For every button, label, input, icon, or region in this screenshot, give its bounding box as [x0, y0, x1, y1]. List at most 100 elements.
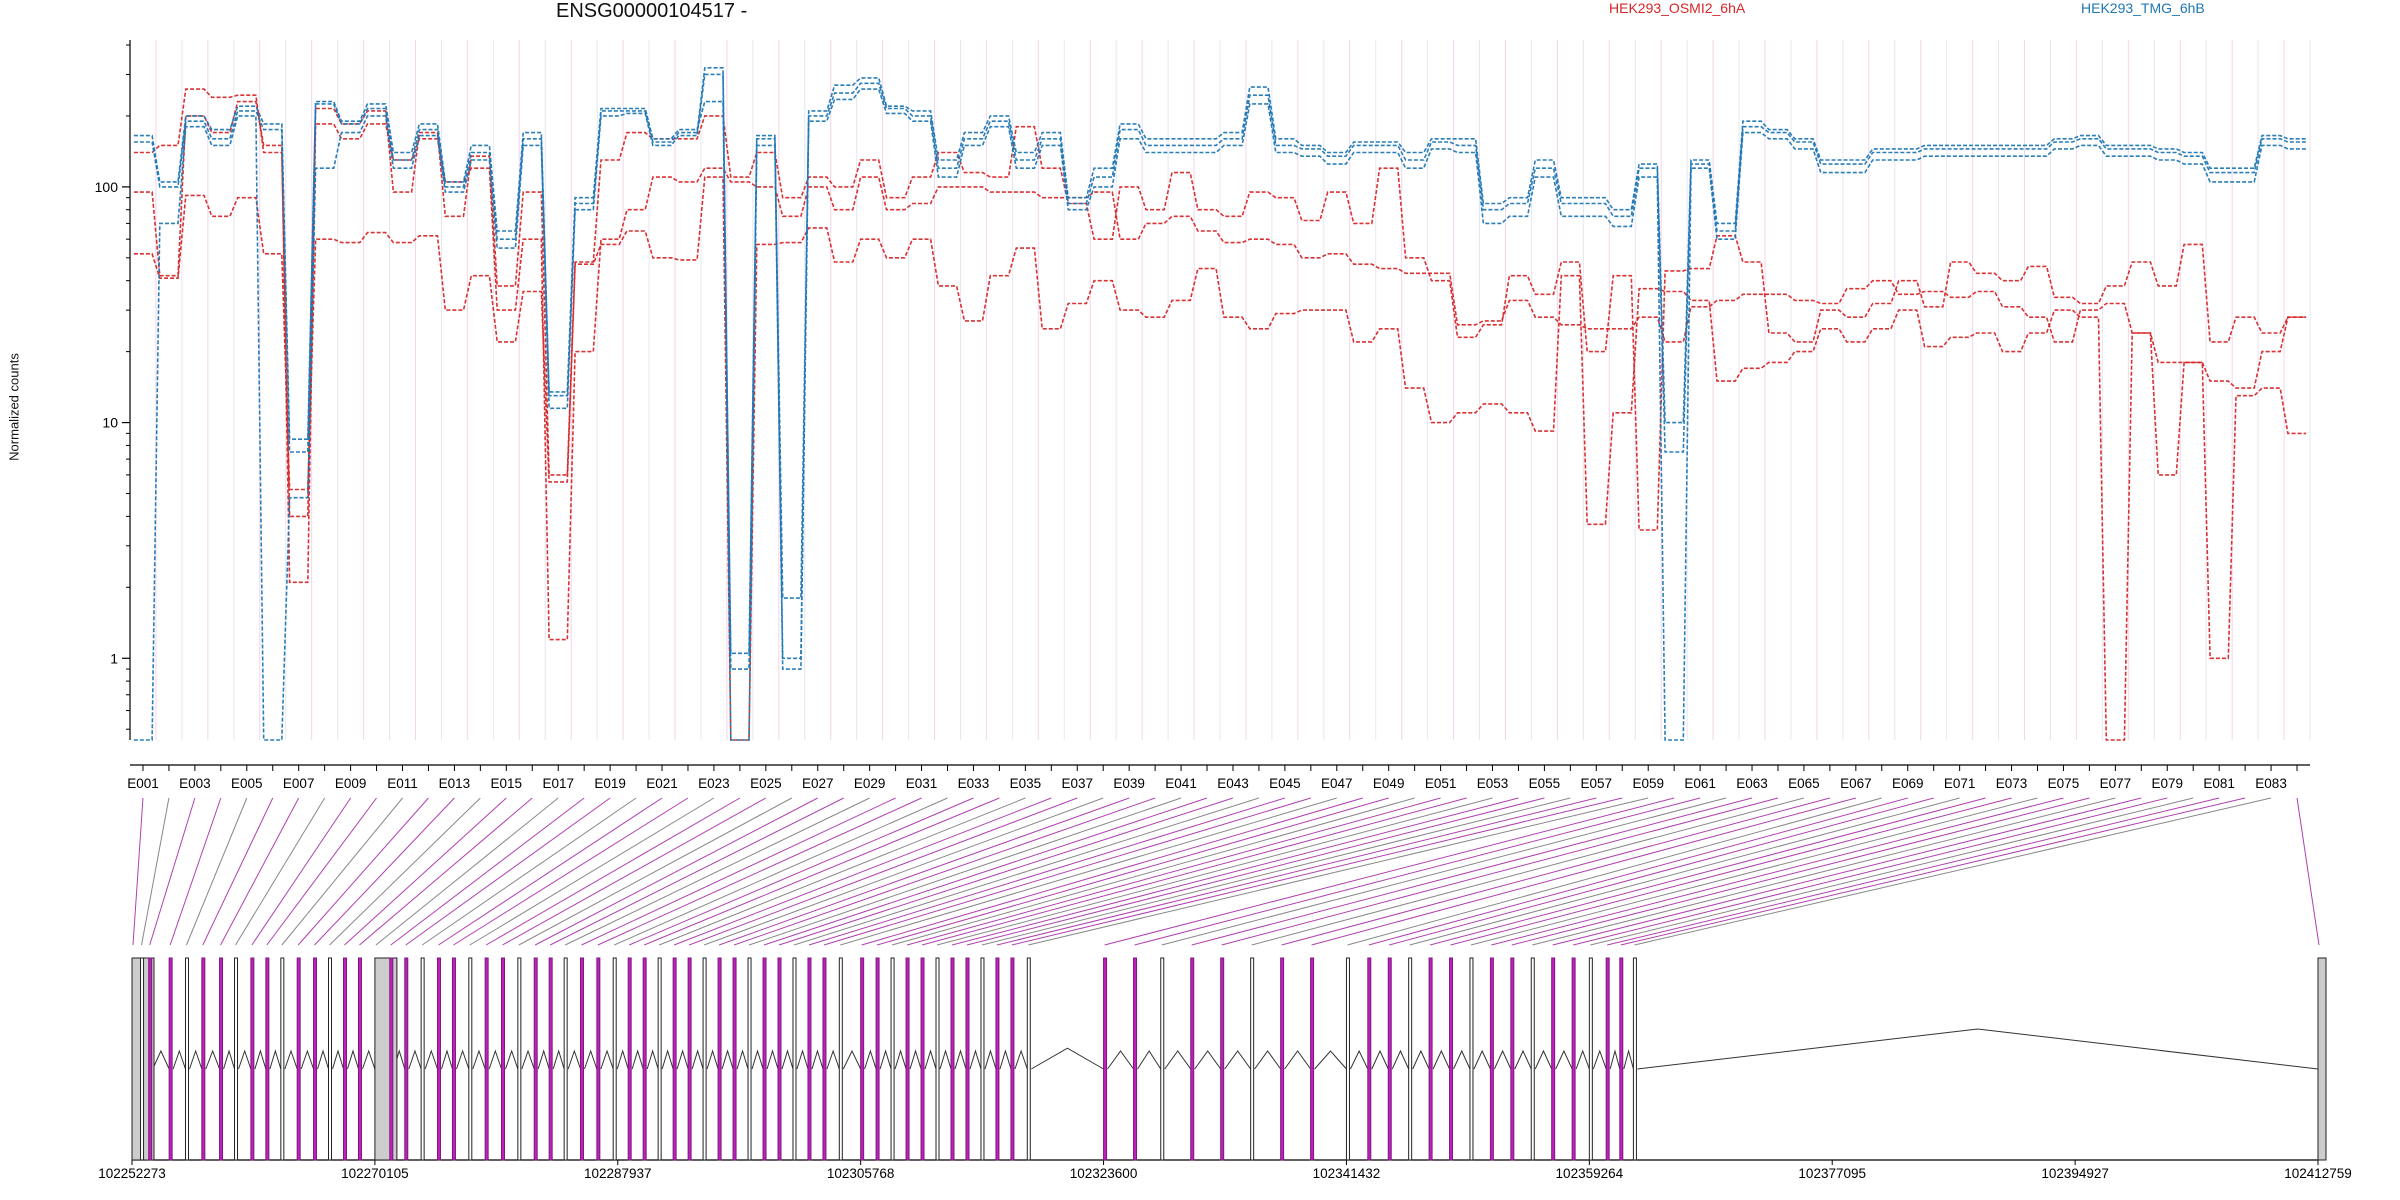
exon-box: [484, 957, 489, 1161]
intron: [909, 1049, 922, 1070]
exon-box: [838, 957, 843, 1161]
exon-connector: [906, 797, 1441, 946]
exon-box: [965, 957, 970, 1161]
exon-connector: [485, 797, 741, 946]
exon-connector: [1620, 797, 2246, 946]
exon-box: [265, 957, 270, 1161]
exon-box: [747, 957, 752, 1161]
series-line: [133, 77, 2307, 660]
exon-box: [563, 957, 568, 1161]
intron: [189, 1049, 203, 1070]
genomic-tick-label: 102359264: [1556, 1166, 1624, 1181]
intron: [616, 1049, 629, 1070]
exon-connector: [1028, 797, 1649, 946]
intron: [1107, 1050, 1134, 1070]
genomic-tick-label: 102377095: [1798, 1166, 1866, 1181]
exon-connector: [840, 797, 1337, 946]
x-tick-label: E069: [1892, 776, 1924, 791]
exon-connector: [344, 797, 507, 946]
intron: [894, 1049, 907, 1070]
exon-box: [342, 957, 347, 1161]
exon-connector: [1368, 797, 1908, 946]
exon-connector: [329, 797, 481, 946]
exon-connector: [793, 797, 1260, 946]
intron: [1592, 1049, 1607, 1070]
exon-box: [468, 957, 473, 1161]
intron: [999, 1049, 1012, 1070]
exon-connector: [748, 797, 1182, 946]
exon-box: [420, 957, 425, 1161]
exon-connector: [1409, 797, 1960, 946]
exon-box: [296, 957, 301, 1161]
exon-connector: [549, 797, 844, 946]
exon-box: [1133, 957, 1138, 1161]
exon-box: [250, 957, 255, 1161]
exon-connector: [981, 797, 1571, 946]
intron: [332, 1049, 344, 1070]
x-tick-label: E037: [1061, 776, 1093, 791]
intron: [811, 1049, 824, 1070]
exon-box: [777, 957, 782, 1161]
x-tick-label: E077: [2100, 776, 2132, 791]
exon-box: [1571, 957, 1576, 1161]
exon-box: [732, 957, 737, 1161]
exon-connector: [314, 797, 455, 946]
x-tick-label: E051: [1425, 776, 1457, 791]
exon-connector: [375, 797, 559, 946]
intron: [1224, 1050, 1252, 1070]
exon-connector: [186, 797, 248, 946]
exon-connector: [861, 797, 1363, 946]
exon-connector: [469, 797, 715, 946]
exon-box: [1026, 957, 1031, 1161]
exon-box: [1367, 957, 1372, 1161]
intron: [1349, 1049, 1369, 1070]
exon-box: [201, 957, 206, 1161]
intron: [796, 1049, 809, 1070]
genomic-tick-label: 102270105: [341, 1166, 409, 1181]
intron: [1555, 1049, 1573, 1070]
exon-box: [219, 957, 224, 1161]
intron: [939, 1049, 952, 1070]
exon-box: [517, 957, 522, 1161]
exon-connector: [996, 797, 1597, 946]
x-tick-label: E003: [179, 776, 211, 791]
exon-connector: [1491, 797, 2064, 946]
genomic-tick-label: 102341432: [1313, 1166, 1381, 1181]
x-tick-label: E083: [2255, 776, 2287, 791]
series-line: [133, 176, 2307, 741]
exon-box: [596, 957, 601, 1161]
x-tick-label: E041: [1165, 776, 1197, 791]
exon-connector: [718, 797, 1130, 946]
x-tick-label: E017: [542, 776, 574, 791]
x-tick-label: E033: [958, 776, 990, 791]
exon-box: [792, 957, 797, 1161]
intron: [879, 1049, 892, 1070]
intron: [584, 1049, 598, 1070]
exon-box: [389, 957, 394, 1161]
exon-box: [657, 957, 662, 1161]
exon-box: [890, 957, 895, 1161]
intron: [300, 1049, 315, 1070]
exon-box: [501, 957, 506, 1161]
exon-box: [234, 957, 239, 1161]
intron: [1164, 1050, 1192, 1070]
exon-connector: [1511, 797, 2090, 946]
intron: [172, 1049, 186, 1070]
exon-connector: [281, 797, 403, 946]
x-tick-label: E057: [1581, 776, 1613, 791]
exon-connector: [966, 797, 1545, 946]
exon-connector: [778, 797, 1234, 946]
exon-connector: [1607, 797, 2220, 946]
intron: [1254, 1050, 1282, 1070]
intron: [223, 1049, 236, 1070]
exon-box: [950, 957, 955, 1161]
exon-connector: [251, 797, 352, 946]
exon-box: [627, 957, 632, 1161]
x-tick-label: E053: [1477, 776, 1509, 791]
exon-box: [313, 957, 318, 1161]
exon-box: [1530, 957, 1535, 1161]
exon-connector: [1281, 797, 1831, 946]
intron: [1514, 1049, 1532, 1070]
intron: [646, 1049, 659, 1070]
